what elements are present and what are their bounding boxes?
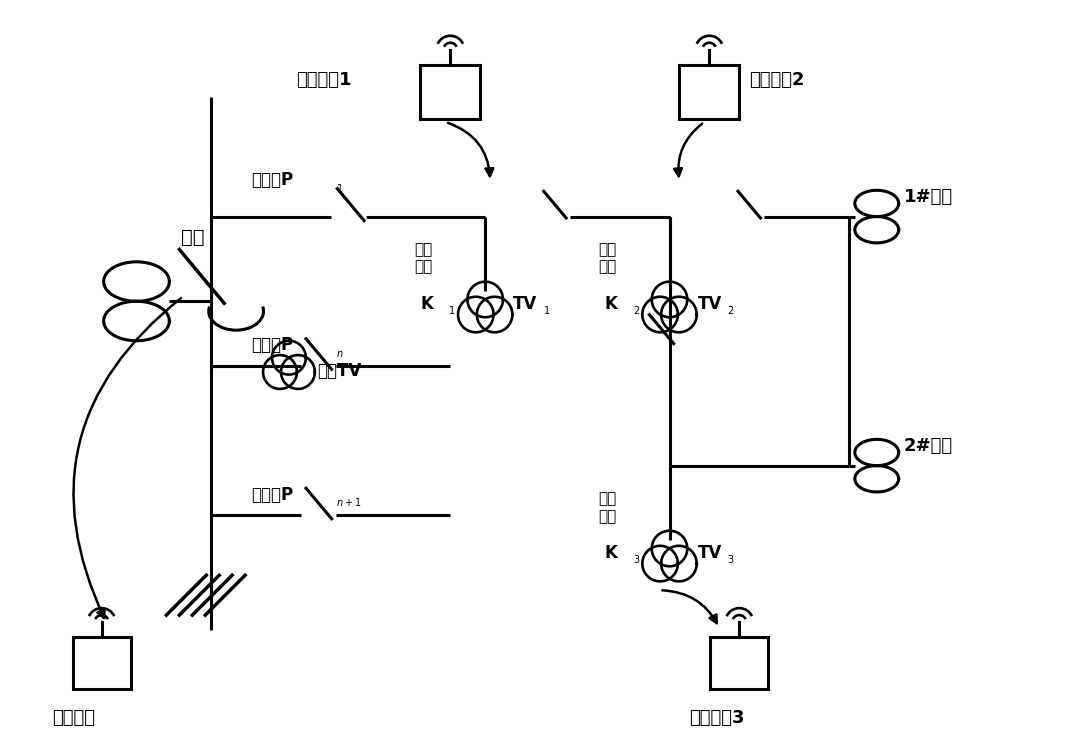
Text: 负荷
开关: 负荷 开关 (415, 242, 433, 275)
Text: 无线模块1: 无线模块1 (296, 71, 351, 89)
Text: $_1$: $_1$ (448, 303, 456, 317)
Text: 母线TV: 母线TV (316, 362, 361, 380)
Bar (711, 637, 768, 689)
Text: $_2$: $_2$ (633, 303, 640, 317)
Bar (72, 637, 131, 689)
Text: 负荷
开关: 负荷 开关 (598, 242, 617, 275)
Text: 开关柜P: 开关柜P (251, 486, 293, 504)
Text: $_{n+1}$: $_{n+1}$ (336, 495, 361, 510)
Text: $_1$: $_1$ (336, 181, 343, 195)
Text: 无线模块2: 无线模块2 (750, 71, 805, 89)
Text: K: K (605, 295, 618, 313)
Text: 无线主站: 无线主站 (52, 709, 95, 727)
Text: TV: TV (698, 545, 721, 562)
Text: $_2$: $_2$ (727, 303, 734, 317)
Text: $_3$: $_3$ (727, 552, 734, 566)
Text: 1#台变: 1#台变 (904, 188, 953, 206)
Text: $_n$: $_n$ (336, 346, 343, 360)
Text: TV: TV (698, 295, 721, 313)
Bar (679, 65, 739, 119)
Text: K: K (605, 545, 618, 562)
Text: TV: TV (513, 295, 538, 313)
Text: 无线模块3: 无线模块3 (689, 709, 745, 727)
Text: 主变: 主变 (181, 228, 205, 246)
Text: 开关柜P: 开关柜P (251, 336, 293, 354)
Text: 2#台变: 2#台变 (904, 436, 953, 455)
Bar (420, 65, 481, 119)
Text: K: K (420, 295, 433, 313)
Text: 开关柜P: 开关柜P (251, 171, 293, 189)
Text: $_1$: $_1$ (543, 303, 551, 317)
Text: $_3$: $_3$ (633, 552, 640, 566)
Text: 负荷
开关: 负荷 开关 (598, 492, 617, 524)
